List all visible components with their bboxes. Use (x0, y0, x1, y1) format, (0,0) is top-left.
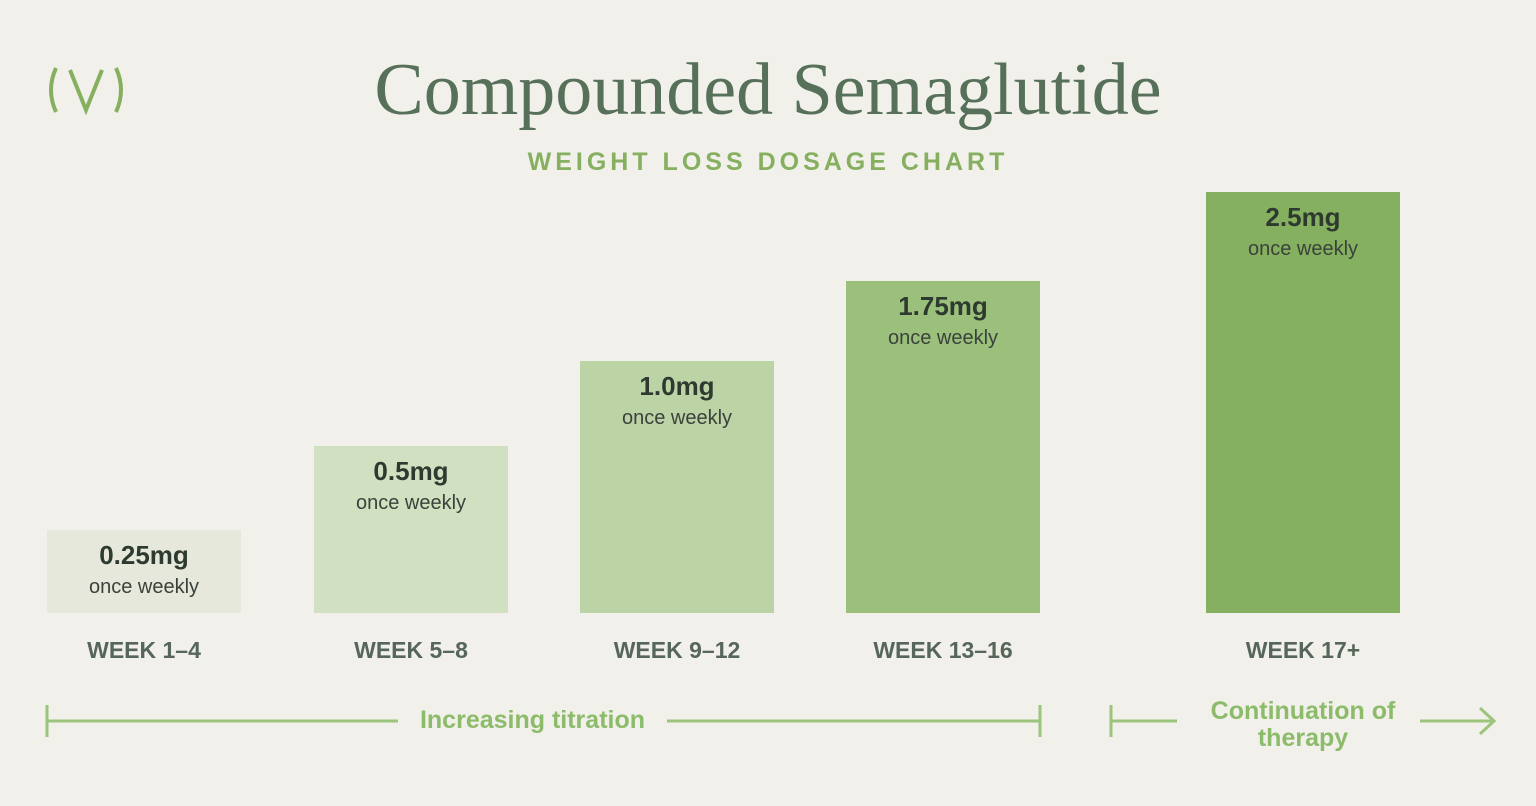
frequency-label: once weekly (621, 407, 733, 429)
frequency-label: once weekly (887, 327, 999, 349)
bars (47, 192, 1400, 613)
week-label: WEEK 9–12 (613, 637, 741, 663)
step-bar (1206, 192, 1400, 613)
phase-lines (45, 705, 1497, 737)
step-bar (314, 446, 508, 613)
dose-label: 0.5mg (373, 456, 449, 486)
logo (49, 67, 123, 116)
dose-label: 0.25mg (99, 540, 189, 570)
arrow-head (1478, 706, 1497, 736)
phase-label: Continuation of therapy (1210, 697, 1396, 752)
week-label: WEEK 5–8 (354, 637, 468, 663)
dose-label: 1.0mg (639, 371, 715, 401)
subtitle: WEIGHT LOSS DOSAGE CHART (527, 148, 1009, 176)
week-label: WEEK 1–4 (87, 637, 201, 663)
step-bar (47, 530, 241, 613)
frequency-label: once weekly (1247, 238, 1359, 260)
week-label: WEEK 17+ (1245, 637, 1361, 663)
step-bar (846, 281, 1040, 613)
dose-label: 1.75mg (898, 291, 988, 321)
step-bar (580, 361, 774, 613)
frequency-label: once weekly (355, 492, 467, 514)
week-label: WEEK 13–16 (873, 637, 1013, 663)
frequency-label: once weekly (88, 576, 200, 598)
title: Compounded Semaglutide (374, 49, 1162, 131)
dose-label: 2.5mg (1265, 202, 1341, 232)
phase-label: Increasing titration (419, 706, 646, 734)
